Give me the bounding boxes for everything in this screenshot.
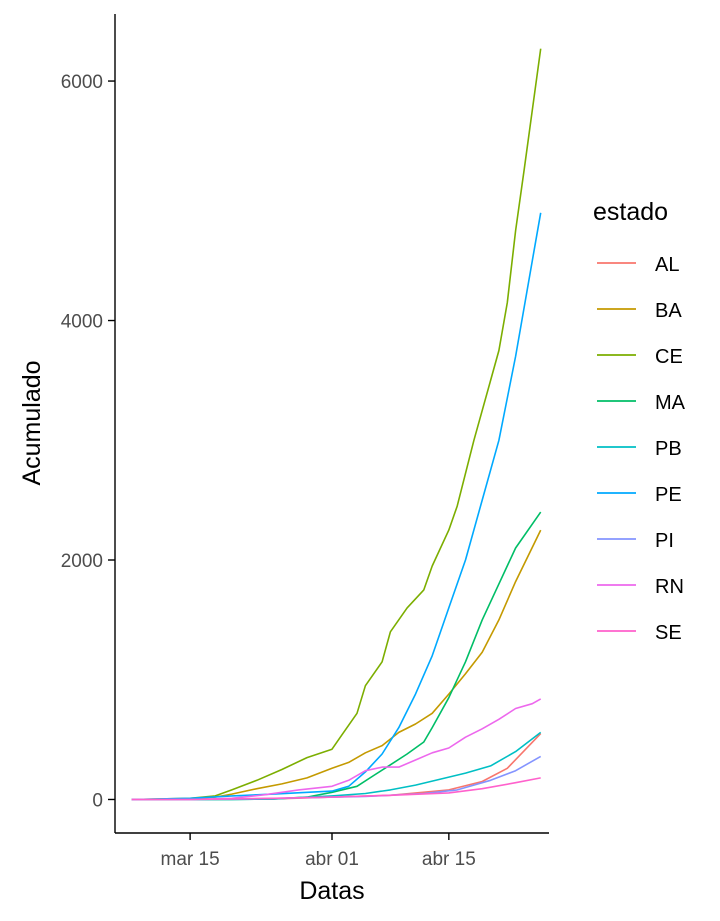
- y-tick-label-6000: 6000: [61, 72, 103, 93]
- series-line-pe: [131, 212, 542, 801]
- y-axis-title: Acumulado: [18, 360, 46, 485]
- x-tick-label-1: abr 01: [305, 849, 359, 870]
- legend-item-al: AL: [597, 254, 679, 276]
- x-tick-label-2: abr 15: [422, 849, 476, 870]
- series-line-pi: [131, 755, 542, 801]
- legend-item-ce: CE: [597, 346, 683, 368]
- y-tick-label-4000: 4000: [61, 312, 103, 333]
- series-line-rn: [131, 698, 542, 801]
- series-lines: [131, 48, 542, 801]
- legend-item-rn: RN: [597, 576, 684, 598]
- x-axis-title: Datas: [299, 877, 364, 905]
- legend-label-rn: RN: [655, 576, 684, 598]
- y-tick-label-0: 0: [92, 790, 103, 811]
- legend-label-pi: PI: [655, 530, 674, 552]
- legend-label-ce: CE: [655, 346, 683, 368]
- series-line-ce: [131, 48, 542, 801]
- y-axis: 0 2000 4000 6000: [61, 14, 116, 833]
- legend-label-ba: BA: [655, 300, 682, 322]
- legend-item-pb: PB: [597, 438, 682, 460]
- legend-label-al: AL: [655, 254, 679, 276]
- legend: estado AL BA CE MA PB PE PI RN SE: [593, 198, 686, 644]
- legend-item-ba: BA: [597, 300, 682, 322]
- y-tick-label-2000: 2000: [61, 551, 103, 572]
- legend-item-pe: PE: [597, 484, 682, 506]
- legend-title: estado: [593, 198, 668, 226]
- legend-item-pi: PI: [597, 530, 674, 552]
- legend-item-ma: MA: [597, 392, 686, 414]
- x-tick-label-0: mar 15: [161, 849, 220, 870]
- legend-label-ma: MA: [655, 392, 686, 414]
- series-line-ba: [131, 529, 542, 801]
- legend-label-pb: PB: [655, 438, 682, 460]
- legend-label-pe: PE: [655, 484, 682, 506]
- series-line-se: [131, 777, 541, 801]
- legend-item-se: SE: [597, 622, 682, 644]
- legend-label-se: SE: [655, 622, 682, 644]
- x-axis: mar 15 abr 01 abr 15: [115, 832, 549, 870]
